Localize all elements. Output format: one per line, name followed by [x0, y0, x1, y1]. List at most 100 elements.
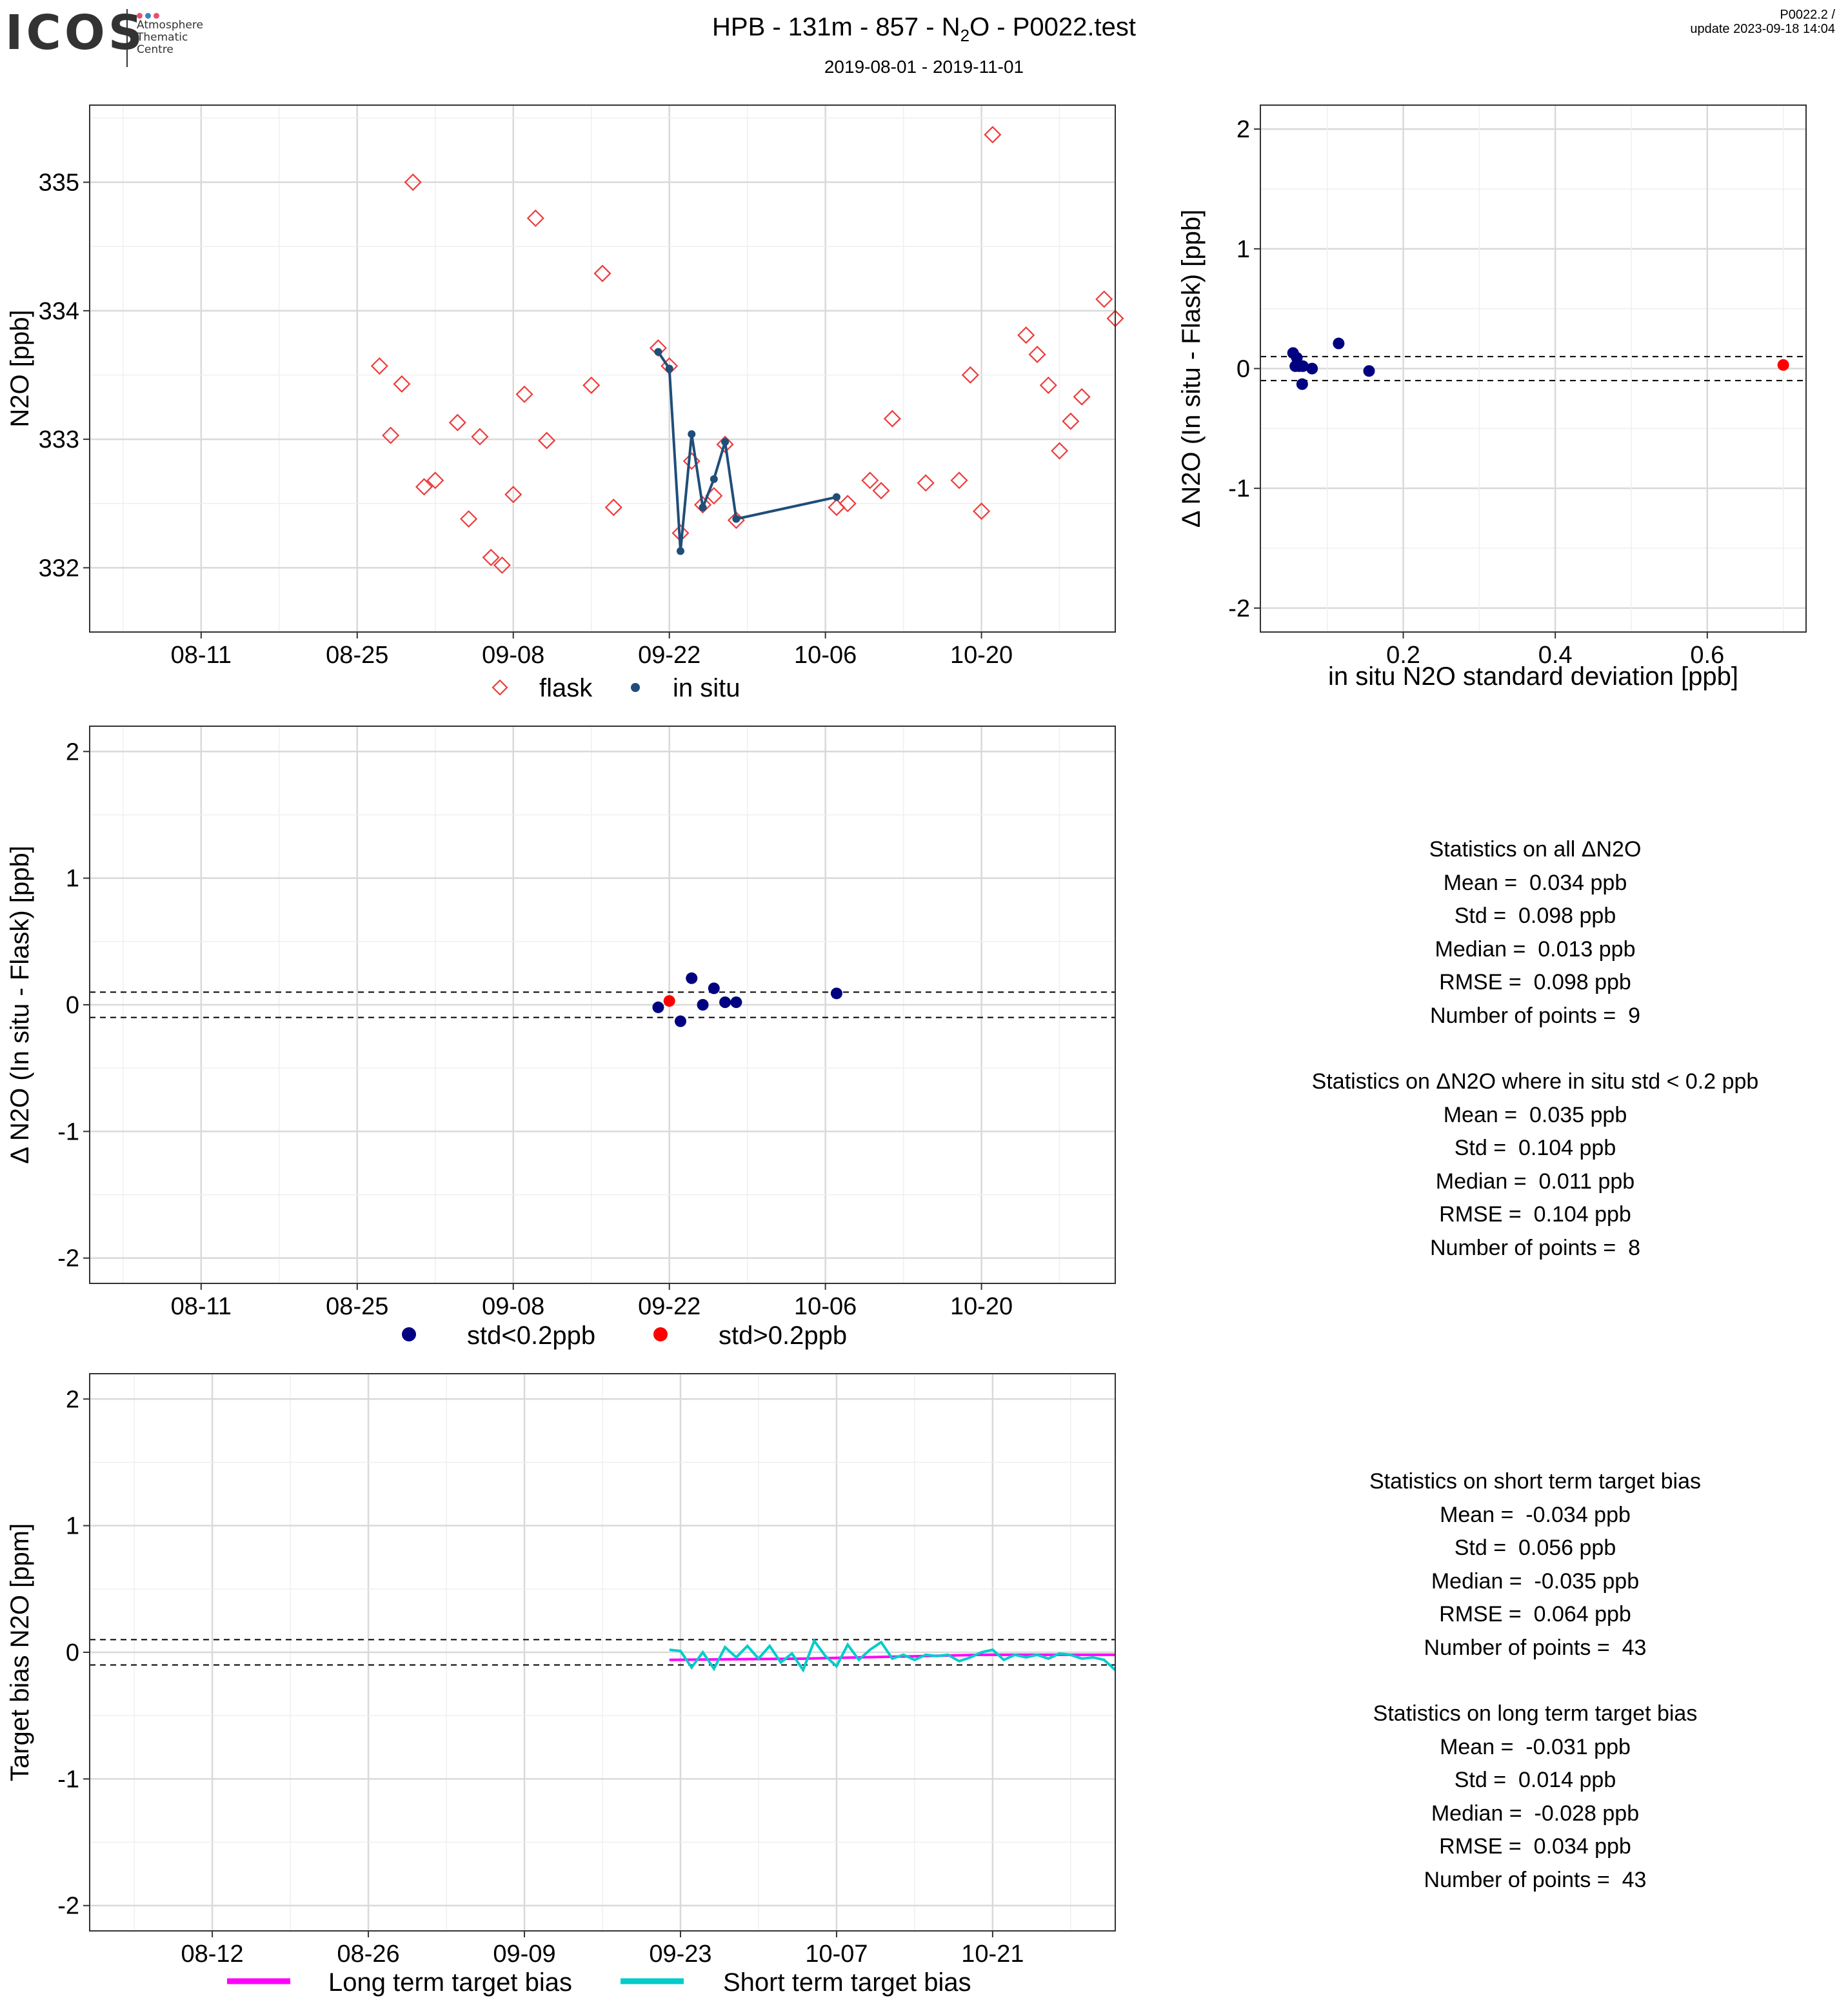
- stats-short-median: Median = -0.035 ppb: [1431, 1568, 1640, 1594]
- legend-in-situ-marker: [631, 683, 640, 692]
- title-suffix: O - P0022.test: [969, 13, 1136, 41]
- n2o-timeseries-ytick-label: 335: [39, 170, 79, 197]
- delta-timeseries-xtick-label: 09-22: [638, 1293, 700, 1320]
- legend-flask-label: flask: [539, 674, 593, 702]
- stats-short-std: Std = 0.056 ppb: [1454, 1536, 1616, 1560]
- stats-long-n: Number of points = 43: [1424, 1867, 1647, 1892]
- target-bias-ytick-label: 0: [66, 1639, 79, 1666]
- figure-title: HPB - 131m - 857 - N2O - P0022.test: [0, 13, 1848, 46]
- in-situ-point: [665, 364, 673, 373]
- flask-point: [649, 339, 667, 357]
- stats-all-std: Std = 0.098 ppb: [1454, 904, 1616, 928]
- flask-point: [515, 385, 533, 403]
- delta-timeseries-xtick-label: 08-11: [171, 1293, 232, 1320]
- target-bias-ytick-label: 2: [66, 1386, 79, 1413]
- icos-logo: ICOS: [5, 5, 146, 61]
- n2o-timeseries-ytick-label: 334: [39, 298, 79, 325]
- delta-std-low-point: [1297, 360, 1309, 372]
- n2o-timeseries-chart: 08-11 08-25 09-08 09-22 10-06 10-20 332 333 334 3…: [6, 104, 1124, 702]
- n2o-timeseries-xtick-label: 08-25: [326, 642, 388, 669]
- in-situ-point: [654, 348, 662, 356]
- in-situ-point: [832, 493, 840, 501]
- delta-vs-std-ytick-label: 2: [1237, 116, 1250, 143]
- n2o-timeseries-ytick-label: 333: [39, 426, 79, 453]
- delta-vs-std-xtick-label: 0.6: [1690, 642, 1724, 669]
- flask-point: [961, 366, 979, 384]
- flask-point: [984, 126, 1002, 144]
- target-bias-chart: 08-12 08-26 09-09 09-23 10-07 10-21 -2 -1 0 1 2 Tar…: [6, 1373, 1117, 1997]
- logo-dot-3: [154, 13, 159, 19]
- in-situ-point: [732, 515, 740, 523]
- legend-flask-marker: [492, 679, 508, 696]
- delta-timeseries-ylabel: Δ N2O (In situ - Flask) [ppb]: [6, 845, 34, 1164]
- legend-short-term-label: Short term target bias: [723, 1968, 971, 1997]
- n2o-timeseries-xtick-label: 09-22: [638, 642, 700, 669]
- delta-vs-std-ytick-label: 0: [1237, 356, 1250, 383]
- flask-point: [716, 435, 734, 453]
- n2o-timeseries-xtick-label: 10-20: [950, 642, 1013, 669]
- target-bias-ytick-label: -1: [57, 1766, 79, 1793]
- version-line-2: update 2023-09-18 14:04: [1690, 22, 1835, 36]
- flask-point: [973, 502, 991, 520]
- delta-timeseries-chart: 08-11 08-25 09-08 09-22 10-06 10-20 -2 -1 0 1 2 Δ N…: [6, 726, 1116, 1350]
- stats-long-mean: Mean = -0.031 ppb: [1440, 1734, 1631, 1759]
- in-situ-point: [721, 438, 730, 446]
- stats-short-n: Number of points = 43: [1424, 1635, 1647, 1660]
- stats-long-rmse: RMSE = 0.034 ppb: [1439, 1834, 1631, 1859]
- flask-point: [1028, 346, 1046, 364]
- flask-point: [382, 426, 400, 444]
- delta-vs-std-ytick-label: -2: [1228, 595, 1250, 622]
- flask-point: [883, 410, 901, 428]
- delta-high-point: [663, 995, 675, 1007]
- legend-std-high-label: std>0.2ppb: [719, 1321, 847, 1350]
- target-bias-ytick-label: -2: [57, 1893, 79, 1920]
- stats-long-std: Std = 0.014 ppb: [1454, 1768, 1616, 1792]
- flask-point: [415, 478, 433, 496]
- delta-vs-std-border: [1260, 104, 1807, 633]
- delta-timeseries-xtick-label: 08-25: [326, 1293, 388, 1320]
- logo-sub-line-1: Atmosphere: [137, 19, 203, 32]
- flask-point: [582, 376, 601, 394]
- stats-filtered-median: Median = 0.011 ppb: [1435, 1169, 1635, 1194]
- n2o-timeseries-xtick-label: 10-06: [794, 642, 857, 669]
- legend-std-high-marker: [653, 1327, 668, 1341]
- stats-filtered-mean: Mean = 0.035 ppb: [1443, 1102, 1627, 1127]
- title-prefix: HPB - 131m - 857 - N: [712, 13, 960, 41]
- delta-std-low-point: [1296, 378, 1308, 390]
- logo-dots: [137, 10, 162, 22]
- stats-short-rmse: RMSE = 0.064 ppb: [1439, 1602, 1631, 1626]
- delta-timeseries-ytick-label: 2: [66, 738, 79, 766]
- n2o-timeseries-xtick-label: 09-08: [482, 642, 544, 669]
- stats-all-heading: Statistics on all ΔN2O: [1429, 837, 1642, 862]
- flask-point: [682, 452, 700, 470]
- flask-point: [493, 556, 512, 574]
- delta-timeseries-ytick-label: 1: [66, 865, 79, 893]
- flask-point: [538, 431, 556, 450]
- delta-timeseries-ytick-label: -2: [57, 1245, 79, 1272]
- delta-timeseries-ytick-label: -1: [57, 1118, 79, 1145]
- delta-std-high-point: [1777, 359, 1789, 371]
- figure-subtitle: 2019-08-01 - 2019-11-01: [824, 57, 1024, 77]
- stats-bias-panel: Statistics on short term target bias Mea…: [1213, 1465, 1848, 1897]
- flask-point: [1095, 290, 1113, 308]
- flask-point: [604, 499, 622, 517]
- target-bias-xtick-label: 10-21: [961, 1941, 1024, 1968]
- delta-vs-std-xtick-label: 0.4: [1538, 642, 1573, 669]
- delta-low-point: [730, 996, 742, 1009]
- short-term-bias-line: [669, 1638, 1117, 1673]
- stats-long-heading: Statistics on long term target bias: [1373, 1701, 1698, 1726]
- flask-point: [950, 471, 968, 489]
- delta-low-point: [674, 1015, 686, 1027]
- delta-low-point: [708, 982, 720, 994]
- delta-timeseries-xtick-label: 09-08: [482, 1293, 544, 1320]
- logo-divider: [126, 9, 128, 67]
- target-bias-xtick-label: 08-26: [337, 1941, 399, 1968]
- logo-dot-1: [137, 13, 143, 19]
- flask-point: [1017, 326, 1035, 344]
- delta-std-low-point: [1306, 362, 1318, 375]
- stats-long-median: Median = -0.028 ppb: [1431, 1801, 1640, 1826]
- flask-point: [872, 482, 890, 500]
- flask-point: [839, 495, 857, 513]
- delta-vs-std-ytick-label: -1: [1228, 475, 1250, 502]
